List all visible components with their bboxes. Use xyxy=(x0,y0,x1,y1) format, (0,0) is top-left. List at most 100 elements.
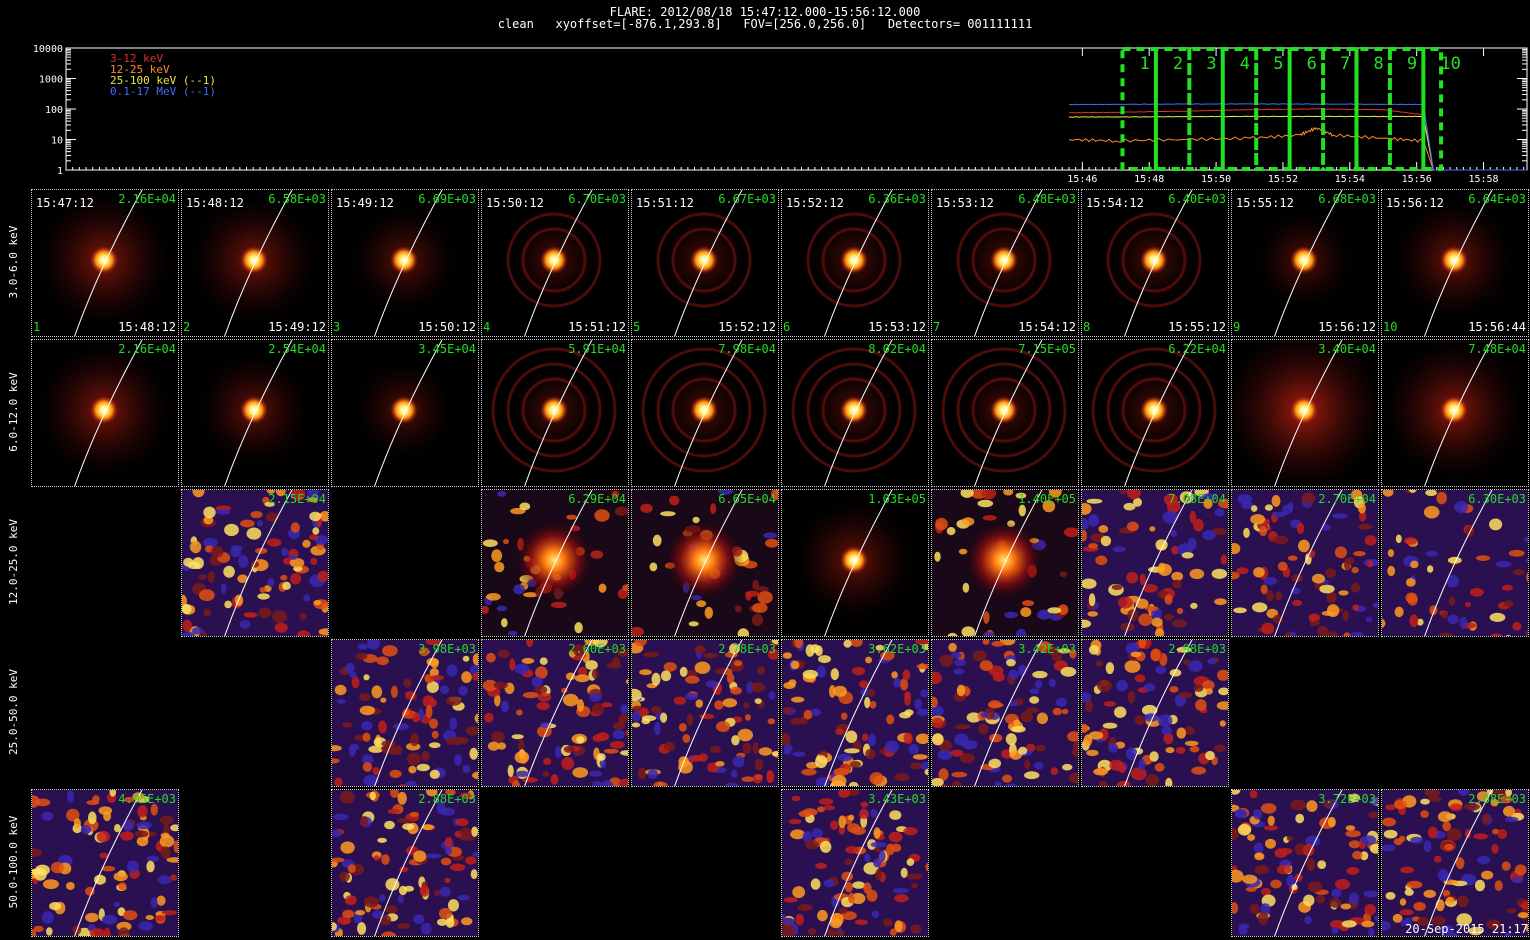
noise-blob xyxy=(289,558,305,568)
solar-limb xyxy=(524,190,593,336)
noise-blob xyxy=(848,814,855,821)
noise-blob xyxy=(962,740,978,750)
noise-blob xyxy=(1126,571,1139,584)
noise-blob xyxy=(1399,909,1414,916)
noise-blob xyxy=(1457,895,1469,908)
source-core xyxy=(540,246,568,274)
noise-blob xyxy=(1214,508,1225,517)
noise-blob xyxy=(1181,552,1194,559)
noise-blob xyxy=(440,857,452,866)
noise-blob xyxy=(563,745,575,753)
noise-blob xyxy=(1082,578,1097,589)
noise-blob xyxy=(1143,584,1158,593)
noise-blob xyxy=(382,645,398,657)
noise-blob xyxy=(373,855,380,861)
noise-blob xyxy=(1260,584,1268,595)
noise-blob xyxy=(1172,579,1182,589)
solar-limb xyxy=(374,190,443,336)
noise-blob xyxy=(934,551,941,562)
noise-blob xyxy=(950,749,964,757)
energy-band-label: 50.0-100.0 keV xyxy=(7,815,20,909)
noise-blob xyxy=(334,777,343,786)
noise-blob xyxy=(1408,490,1417,493)
solar-limb xyxy=(824,790,893,936)
noise-blob xyxy=(981,490,997,500)
noise-blob xyxy=(1349,631,1365,636)
noise-blob xyxy=(816,665,826,678)
noise-blob xyxy=(1134,674,1146,683)
noise-blob xyxy=(215,505,232,511)
noise-blob xyxy=(1189,568,1205,580)
noise-blob xyxy=(259,587,266,593)
noise-blob xyxy=(1395,534,1402,544)
source-core xyxy=(1440,396,1468,424)
noise-blob xyxy=(838,790,851,798)
interval-label: 4 xyxy=(1240,54,1250,74)
image-canvas xyxy=(932,340,1078,486)
noise-blob xyxy=(389,769,402,778)
noise-blob xyxy=(982,515,997,521)
solar-limb xyxy=(1274,490,1343,636)
noise-blob xyxy=(1295,813,1305,824)
noise-blob xyxy=(1525,923,1528,933)
noise-blob xyxy=(303,594,311,602)
solar-limb xyxy=(824,340,893,486)
noise-blob xyxy=(445,790,456,796)
image-cell: 6.67E+03 15:51:12 15:52:12 5 xyxy=(631,189,779,337)
noise-blob xyxy=(1360,835,1377,846)
noise-blob xyxy=(660,511,676,517)
noise-blob xyxy=(1183,659,1190,665)
noise-blob xyxy=(296,630,311,636)
interval-end-time: 15:55:12 xyxy=(1168,320,1226,334)
noise-blob xyxy=(1368,811,1378,819)
noise-blob xyxy=(347,864,356,873)
noise-blob xyxy=(752,773,763,784)
noise-blob xyxy=(1111,584,1123,591)
source-core xyxy=(1290,396,1318,424)
noise-blob xyxy=(1352,604,1360,611)
sidelobe-ring xyxy=(821,227,887,293)
interval-number: 6 xyxy=(783,320,791,334)
noise-blob xyxy=(1022,600,1035,607)
noise-blob xyxy=(614,506,628,516)
noise-blob xyxy=(429,769,440,779)
noise-blob xyxy=(601,780,613,786)
noise-blob xyxy=(601,702,613,708)
noise-blob xyxy=(1069,649,1077,659)
noise-blob xyxy=(577,666,588,677)
noise-blob xyxy=(1385,804,1396,811)
noise-blob xyxy=(439,886,451,897)
datestamp: 20-Sep-2015 21:17 xyxy=(1405,922,1528,936)
noise-blob xyxy=(679,666,688,677)
noise-blob xyxy=(983,611,990,624)
noise-blob xyxy=(49,902,62,911)
noise-blob xyxy=(1131,767,1147,781)
noise-blob xyxy=(862,733,869,742)
noise-blob xyxy=(1424,790,1440,798)
noise-blob xyxy=(1082,723,1088,734)
peak-value-label: 2.78E+03 xyxy=(718,642,776,656)
noise-blob xyxy=(274,622,288,633)
noise-blob xyxy=(1271,495,1281,507)
image-cell: 3.42E+03 xyxy=(931,639,1079,787)
image-cell: 2.88E+03 xyxy=(331,789,479,937)
noise-blob xyxy=(566,514,577,520)
noise-blob xyxy=(1372,602,1378,608)
noise-blob xyxy=(1465,828,1471,839)
noise-blob xyxy=(848,892,855,904)
image-cell: 6.69E+03 15:49:12 15:50:12 3 xyxy=(331,189,479,337)
source-emission xyxy=(664,520,744,600)
noise-blob xyxy=(416,763,430,772)
image-grid: 3.0-6.0 keV 2.16E+04 15:47:12 15:48:12 1 6.58… xyxy=(0,188,1530,940)
noise-blob xyxy=(868,688,875,697)
sidelobe-ring xyxy=(971,377,1037,443)
noise-blob xyxy=(96,830,111,843)
noise-blob xyxy=(1476,555,1491,561)
sidelobe-ring xyxy=(821,377,887,443)
image-canvas xyxy=(482,190,628,336)
image-cell: 2.15E+04 xyxy=(181,489,329,637)
energy-band-label: 3.0-6.0 keV xyxy=(7,225,20,299)
noise-blob xyxy=(1325,568,1336,578)
peak-value-label: 1.40E+05 xyxy=(1018,492,1076,506)
noise-blob xyxy=(340,841,355,854)
